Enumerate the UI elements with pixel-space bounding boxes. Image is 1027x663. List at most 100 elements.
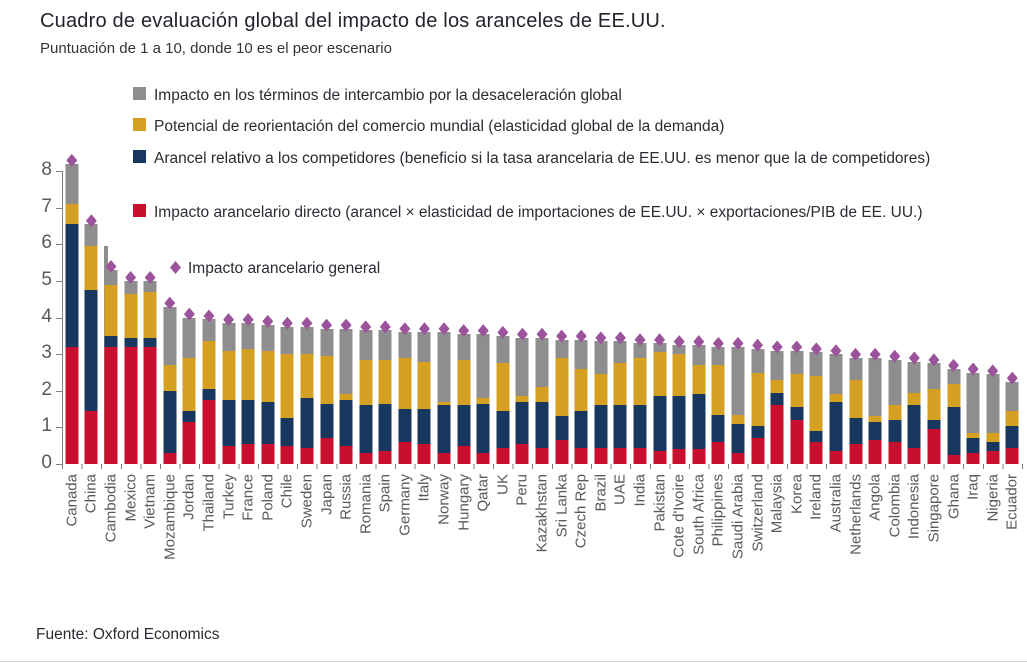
x-label-Malaysia: Malaysia [768, 474, 786, 534]
segment [927, 420, 941, 430]
total-diamond-marker [262, 314, 274, 328]
chart-subtitle: Puntuación de 1 a 10, donde 10 es el peo… [40, 40, 392, 57]
legend-diamond-icon [170, 261, 181, 274]
stacked-bar-Mozambique [163, 306, 177, 464]
segment [790, 374, 804, 408]
segment [770, 405, 784, 464]
segment [202, 341, 216, 389]
segment [65, 346, 79, 464]
segment [476, 453, 490, 464]
y-tick-label: 6 [41, 232, 52, 254]
segment [378, 359, 392, 404]
segment [809, 352, 823, 377]
segment [182, 421, 196, 464]
bar-slot-Italy [415, 146, 435, 464]
segment [104, 270, 118, 285]
segment [163, 365, 177, 391]
x-label-cell: Germany [395, 470, 415, 650]
total-diamond-marker [908, 351, 920, 365]
bars-row [62, 146, 1022, 464]
total-diamond-marker [987, 364, 999, 378]
bar-slot-Mexico [121, 146, 141, 464]
x-label-cell: Turkey [219, 470, 239, 650]
segment [437, 401, 451, 406]
segment [104, 346, 118, 464]
total-diamond-marker [732, 336, 744, 350]
total-diamond-marker [125, 271, 137, 284]
bar-slot-Peru [513, 146, 533, 464]
x-label-cell: Brazil [591, 470, 611, 650]
bar-slot-Sri Lanka [552, 146, 572, 464]
x-label-Iraq: Iraq [964, 474, 982, 500]
bar-slot-Turkey [219, 146, 239, 464]
segment [809, 376, 823, 432]
segment [398, 442, 412, 464]
segment [359, 405, 373, 454]
x-label-Thailand: Thailand [200, 474, 218, 532]
x-label-cell: Russia [336, 470, 356, 650]
legend-item-3: Impacto arancelario directo (arancel × e… [133, 201, 923, 224]
segment [476, 398, 490, 404]
segment [731, 346, 745, 415]
x-label-cell: India [630, 470, 650, 650]
segment [809, 442, 823, 464]
y-tick [56, 317, 62, 319]
segment [437, 332, 451, 402]
stacked-bar-Ghana [947, 368, 961, 464]
x-label-Philippines: Philippines [709, 474, 727, 547]
segment [300, 354, 314, 399]
segment [613, 405, 627, 448]
x-label-Netherlands: Netherlands [847, 474, 865, 555]
x-label-Czech Rep: Czech Rep [572, 474, 590, 549]
segment [320, 438, 334, 464]
segment [457, 445, 471, 464]
segment [888, 359, 902, 406]
bar-slot-Brazil [591, 146, 611, 464]
segment [966, 372, 980, 433]
x-label-cell: Mozambique [160, 470, 180, 650]
segment [241, 348, 255, 400]
segment [986, 442, 1000, 452]
stacked-bar-Brazil [594, 341, 608, 464]
segment [515, 443, 529, 464]
total-diamond-marker [712, 336, 724, 350]
legend-label: Arancel relativo a los competidores (ben… [154, 150, 931, 167]
legend-item-2: Arancel relativo a los competidores (ben… [133, 147, 930, 170]
segment [829, 401, 843, 452]
x-label-Korea: Korea [788, 474, 806, 515]
segment [692, 365, 706, 395]
x-label-Hungary: Hungary [455, 474, 473, 531]
x-label-Saudi Arabia: Saudi Arabia [729, 474, 747, 560]
bar-slot-Qatar [473, 146, 493, 464]
stacked-bar-UAE [613, 341, 627, 464]
segment [770, 392, 784, 406]
bar-slot-Angola [865, 146, 885, 464]
total-diamond-marker [281, 316, 293, 330]
bar-slot-Ecuador [1003, 146, 1023, 464]
stacked-bar-India [633, 343, 647, 464]
stacked-bar-Ecuador [1005, 381, 1019, 464]
bar-slot-Mozambique [160, 146, 180, 464]
segment [124, 293, 138, 338]
segment [711, 346, 725, 366]
total-diamond-marker [1006, 371, 1018, 385]
segment [692, 345, 706, 366]
stacked-bar-Czech Rep [574, 339, 588, 464]
segment [261, 443, 275, 464]
x-label-cell: Italy [415, 470, 435, 650]
y-tick [56, 464, 62, 465]
legend-item-4: Impacto arancelario general [170, 257, 380, 280]
segment [927, 429, 941, 464]
bottom-divider [0, 661, 1027, 662]
segment [751, 372, 765, 426]
x-label-UAE: UAE [611, 474, 629, 505]
segment [476, 403, 490, 454]
y-tick-label: 3 [41, 342, 52, 364]
x-label-cell: Qatar [473, 470, 493, 650]
stacked-bar-Korea [790, 350, 804, 464]
total-diamond-marker [791, 340, 803, 354]
segment [1005, 410, 1019, 426]
segment [888, 405, 902, 421]
x-label-cell: Ecuador [1003, 470, 1023, 650]
segment [888, 442, 902, 464]
